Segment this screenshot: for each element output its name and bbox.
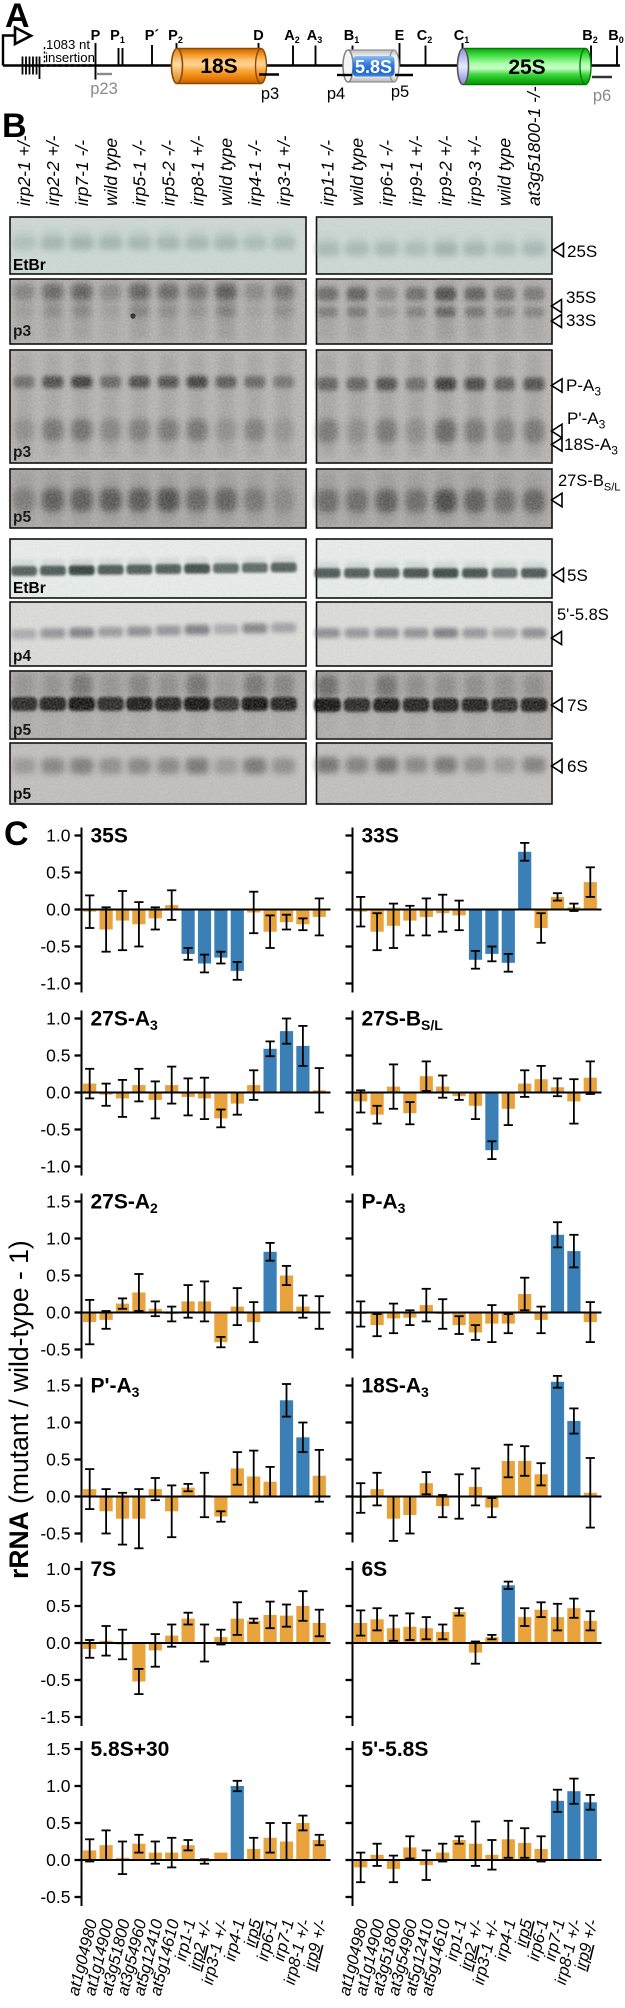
svg-text:27S-A2: 27S-A2 xyxy=(91,1191,159,1217)
svg-text:-0.5: -0.5 xyxy=(40,1120,70,1140)
svg-text:P'-A3: P'-A3 xyxy=(567,409,606,432)
svg-text:-0.5: -0.5 xyxy=(40,1887,70,1907)
svg-text:p4: p4 xyxy=(327,85,345,103)
svg-text:-1.0: -1.0 xyxy=(40,974,70,994)
svg-text:-1.0: -1.0 xyxy=(40,1157,70,1177)
svg-text:1.5: 1.5 xyxy=(46,1192,70,1212)
svg-text:1.5: 1.5 xyxy=(46,1739,70,1759)
svg-text:-1.5: -1.5 xyxy=(40,1707,70,1727)
svg-text:1.0: 1.0 xyxy=(46,826,71,846)
svg-text:1.0: 1.0 xyxy=(46,1413,71,1433)
svg-text:5S: 5S xyxy=(567,566,588,585)
svg-text:P-A3: P-A3 xyxy=(566,376,601,399)
svg-text:irp2-1 +/-: irp2-1 +/- xyxy=(14,135,34,206)
svg-text:6S: 6S xyxy=(567,757,588,776)
svg-text:irp5-2 -/-: irp5-2 -/- xyxy=(158,140,178,206)
svg-text:18S-A3: 18S-A3 xyxy=(362,1375,430,1401)
svg-text:irp7-1 -/-: irp7-1 -/- xyxy=(72,140,92,206)
svg-text:33S: 33S xyxy=(362,825,399,848)
svg-text:wild type: wild type xyxy=(495,138,515,206)
svg-text:P´: P´ xyxy=(145,28,160,44)
svg-text:18S-A3: 18S-A3 xyxy=(564,435,618,458)
svg-text:33S: 33S xyxy=(566,311,596,330)
svg-text:5'-5.8S: 5'-5.8S xyxy=(362,1738,429,1761)
svg-text:5.8S+30: 5.8S+30 xyxy=(91,1738,170,1761)
svg-text:27S-A3: 27S-A3 xyxy=(91,1008,159,1034)
svg-text:irp3-1 +/-: irp3-1 +/- xyxy=(274,135,294,206)
svg-text:p23: p23 xyxy=(90,80,118,98)
svg-text:p3: p3 xyxy=(261,85,279,103)
svg-text:25S: 25S xyxy=(567,242,597,261)
svg-text:rRNA (mutant / wild-type - 1): rRNA (mutant / wild-type - 1) xyxy=(4,1240,34,1579)
svg-text:0.0: 0.0 xyxy=(46,1303,71,1323)
svg-text:irp6-1 -/-: irp6-1 -/- xyxy=(377,140,397,206)
svg-text:0.5: 0.5 xyxy=(46,1450,70,1470)
svg-text:6S: 6S xyxy=(362,1558,388,1581)
svg-text:P: P xyxy=(91,28,101,44)
svg-text:E: E xyxy=(395,28,405,44)
svg-text:B: B xyxy=(2,107,27,145)
svg-text:1.0: 1.0 xyxy=(46,1776,71,1796)
svg-text:-0.5: -0.5 xyxy=(40,1524,70,1544)
svg-text:0.0: 0.0 xyxy=(46,1633,71,1653)
svg-text:C: C xyxy=(4,815,29,853)
svg-text:EtBr: EtBr xyxy=(13,580,46,597)
svg-text:18S: 18S xyxy=(200,55,237,78)
svg-text:P'-A3: P'-A3 xyxy=(91,1375,140,1401)
svg-text:p6: p6 xyxy=(593,87,611,105)
svg-text:irp9-3 +/-: irp9-3 +/- xyxy=(465,135,485,206)
svg-text:7S: 7S xyxy=(91,1558,117,1581)
svg-text:1.0: 1.0 xyxy=(46,1559,71,1579)
svg-text:5'-5.8S: 5'-5.8S xyxy=(557,606,609,624)
svg-text:irp2-2 +/-: irp2-2 +/- xyxy=(43,135,63,206)
svg-text:irp4-1 -/-: irp4-1 -/- xyxy=(245,140,265,206)
svg-text:0.0: 0.0 xyxy=(46,1487,71,1507)
svg-text:1.5: 1.5 xyxy=(46,1376,70,1396)
svg-text:5.8S: 5.8S xyxy=(355,57,392,77)
svg-text:0.5: 0.5 xyxy=(46,1046,70,1066)
svg-text:0.0: 0.0 xyxy=(46,900,71,920)
svg-text:irp9-1 +/-: irp9-1 +/- xyxy=(406,135,426,206)
svg-text:0.0: 0.0 xyxy=(46,1850,71,1870)
svg-text:7S: 7S xyxy=(567,696,588,715)
svg-text:D: D xyxy=(253,28,263,44)
svg-text:irp1-1 -/-: irp1-1 -/- xyxy=(318,140,338,206)
svg-text:wild type: wild type xyxy=(101,138,121,206)
svg-text:insertion: insertion xyxy=(45,50,95,65)
svg-text:irp5-1 -/-: irp5-1 -/- xyxy=(130,140,150,206)
svg-text:-0.5: -0.5 xyxy=(40,1670,70,1690)
svg-text:wild type: wild type xyxy=(347,138,367,206)
svg-text:0.5: 0.5 xyxy=(46,1266,70,1286)
svg-text:0.5: 0.5 xyxy=(46,1813,70,1833)
svg-text:1.0: 1.0 xyxy=(46,1229,71,1249)
svg-text:irp8-1 +/-: irp8-1 +/- xyxy=(187,135,207,206)
svg-text:1.0: 1.0 xyxy=(46,1009,71,1029)
svg-text:wild type: wild type xyxy=(216,138,236,206)
svg-text:25S: 25S xyxy=(508,56,545,79)
svg-text:-0.5: -0.5 xyxy=(40,1340,70,1360)
svg-text:irp9-2 +/-: irp9-2 +/- xyxy=(436,135,456,206)
svg-text:35S: 35S xyxy=(566,288,596,307)
svg-text:-0.5: -0.5 xyxy=(40,937,70,957)
svg-text:0.0: 0.0 xyxy=(46,1083,71,1103)
svg-text:0.5: 0.5 xyxy=(46,863,70,883)
svg-text:35S: 35S xyxy=(91,825,128,848)
svg-text:0.5: 0.5 xyxy=(46,1596,70,1616)
svg-text:EtBr: EtBr xyxy=(13,257,46,274)
svg-text:p5: p5 xyxy=(391,83,409,101)
svg-text:at3g51800-1 -/-: at3g51800-1 -/- xyxy=(524,86,544,206)
svg-text:1083 nt: 1083 nt xyxy=(46,37,90,52)
